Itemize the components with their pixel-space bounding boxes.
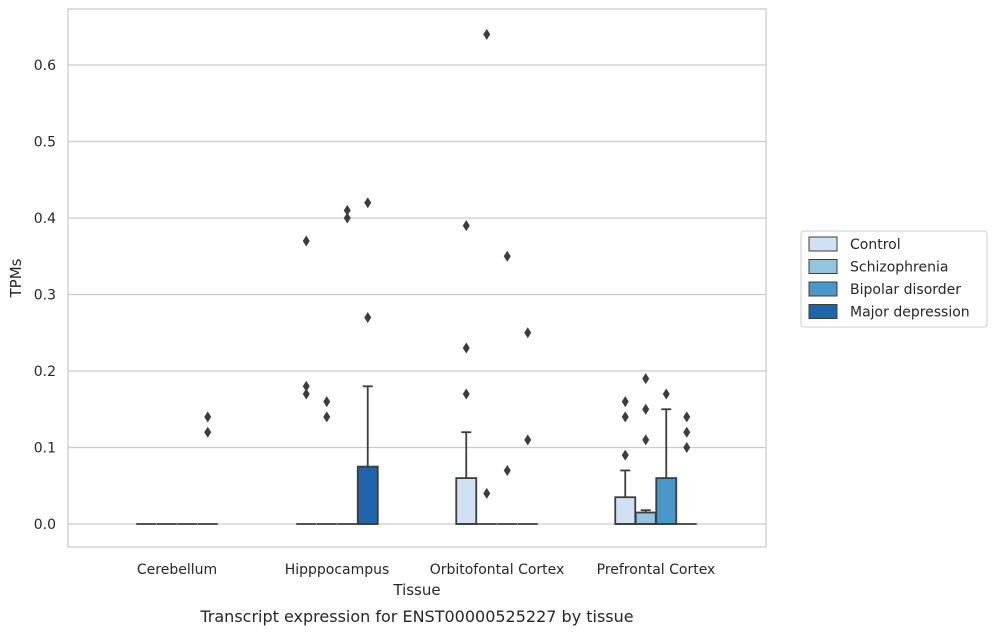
outlier-point: [302, 388, 310, 400]
boxes: [136, 385, 697, 525]
x-tick-label: Prefrontal Cortex: [597, 562, 716, 578]
outlier-point: [683, 442, 691, 453]
outlier-point: [462, 220, 470, 232]
y-tick-label: 0.6: [34, 58, 56, 74]
outlier-point: [621, 396, 629, 408]
outlier-point: [503, 250, 511, 262]
box: [634, 511, 657, 525]
outlier-point: [364, 197, 372, 209]
x-axis-label: Tissue: [392, 581, 440, 599]
box: [455, 477, 478, 525]
x-tick-label: Orbitofontal Cortex: [430, 562, 565, 578]
outlier-point: [683, 426, 691, 438]
legend-swatch: [808, 281, 838, 297]
outliers: [204, 28, 691, 499]
plot-frame: [67, 8, 767, 548]
y-tick-label: 0.1: [34, 441, 56, 457]
grid-lines: [68, 64, 766, 525]
outlier-point: [483, 487, 491, 499]
outlier-point: [642, 434, 650, 446]
y-axis-label: TPMs: [7, 258, 25, 298]
outlier-point: [323, 411, 331, 423]
legend-swatch: [808, 304, 838, 319]
box: [655, 477, 678, 525]
legend-label: Major depression: [850, 305, 970, 321]
outlier-point: [343, 204, 351, 216]
chart-caption: Transcript expression for ENST0000052522…: [199, 607, 633, 626]
y-tick-label: 0.3: [34, 288, 56, 304]
outlier-point: [204, 411, 212, 423]
outlier-point: [642, 373, 650, 385]
x-tick-label: Cerebellum: [137, 562, 217, 578]
x-tick-label: Hipppocampus: [285, 562, 390, 578]
outlier-point: [462, 342, 470, 354]
outlier-point: [302, 235, 310, 247]
outlier-point: [642, 403, 650, 415]
y-tick-label: 0.2: [34, 364, 56, 380]
box: [356, 465, 379, 525]
outlier-point: [621, 449, 629, 461]
box: [614, 496, 637, 525]
outlier-point: [524, 327, 532, 339]
y-axis-ticks: 0.0 0.1 0.2 0.3 0.4 0.5 0.6: [34, 58, 56, 533]
legend-swatch: [808, 259, 838, 274]
outlier-point: [343, 212, 351, 224]
outlier-point: [503, 464, 511, 476]
outlier-point: [662, 388, 670, 400]
outlier-point: [524, 434, 532, 446]
legend-label: Control: [850, 237, 901, 253]
outlier-point: [462, 388, 470, 400]
x-axis-ticks: Cerebellum Hipppocampus Orbitofontal Corte…: [137, 562, 715, 578]
legend-swatch: [808, 236, 838, 252]
outlier-point: [364, 311, 372, 323]
legend-label: Bipolar disorder: [850, 282, 961, 298]
legend-frame: [800, 230, 988, 328]
y-tick-label: 0.4: [34, 211, 56, 227]
outlier-point: [323, 396, 331, 408]
y-tick-label: 0.0: [34, 517, 56, 533]
legend: Control Schizophrenia Bipolar disorder Majo…: [800, 230, 988, 328]
legend-label: Schizophrenia: [850, 260, 948, 276]
outlier-point: [621, 411, 629, 423]
outlier-point: [302, 380, 310, 392]
outlier-point: [683, 411, 691, 423]
y-tick-label: 0.5: [34, 135, 56, 151]
outlier-point: [483, 28, 491, 40]
outlier-point: [204, 426, 212, 438]
